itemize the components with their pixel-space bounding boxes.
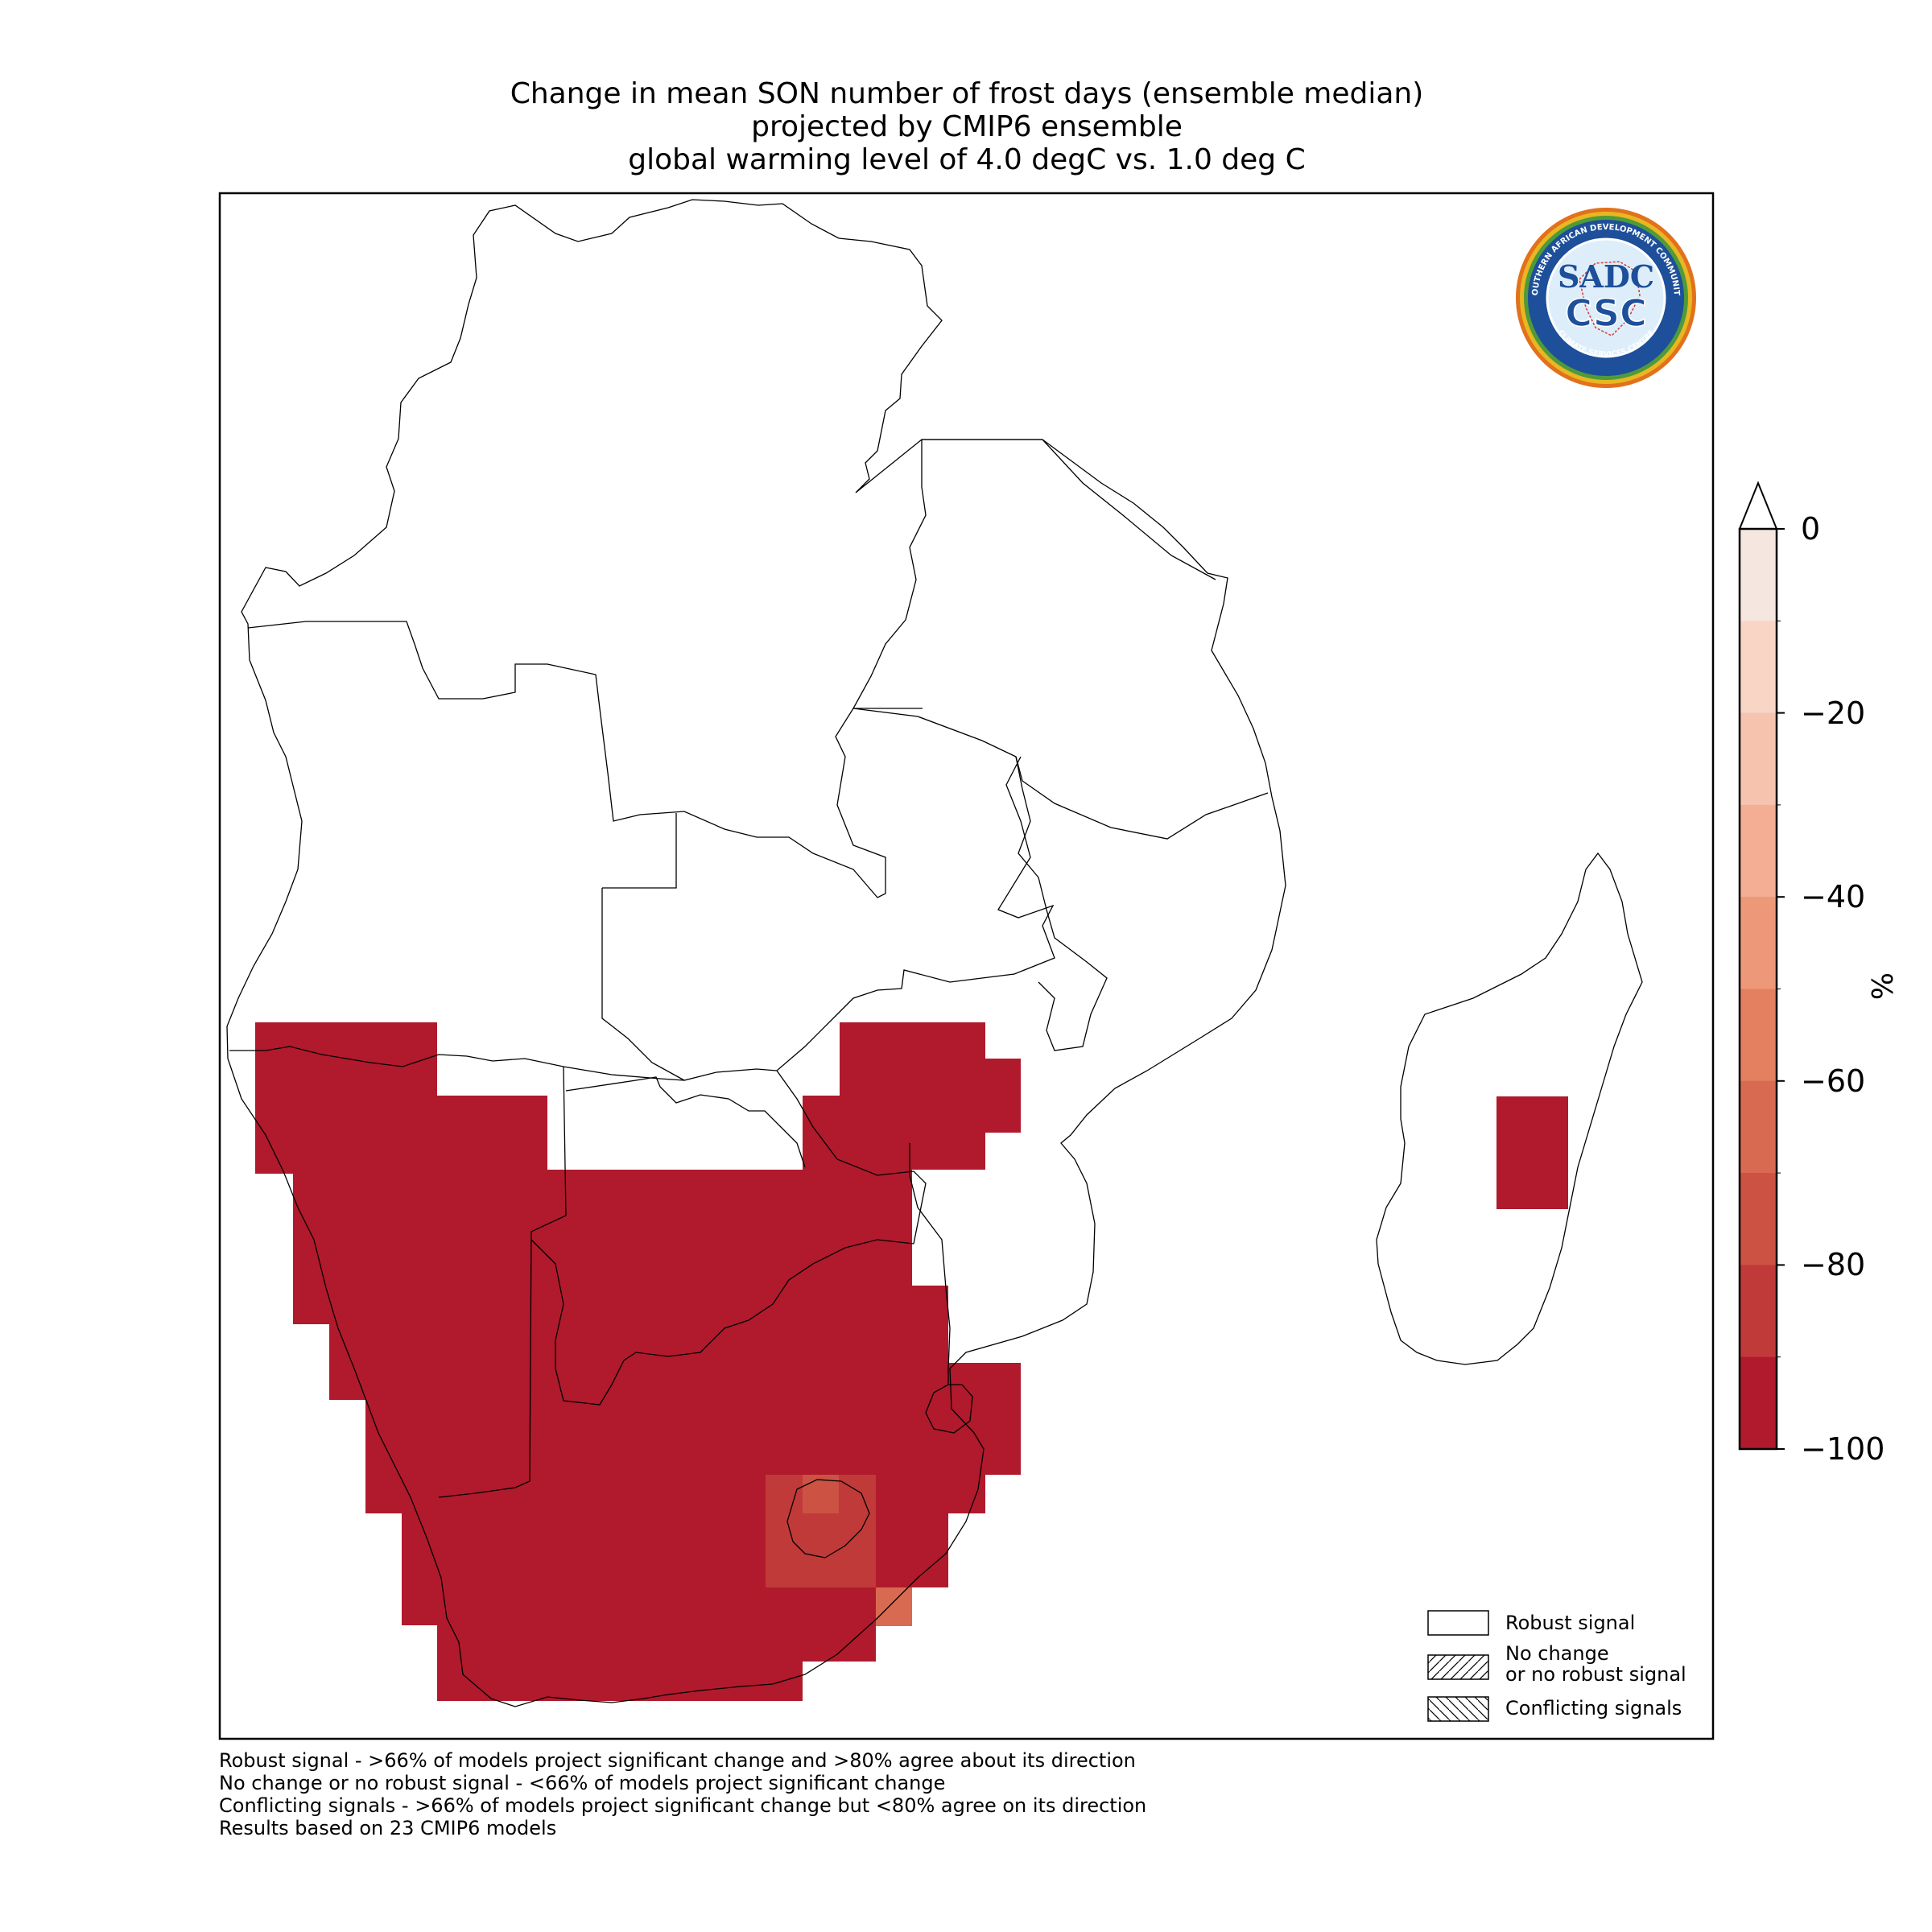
border-zambia-south <box>601 756 1055 1081</box>
colorbar-segments <box>1740 529 1777 1450</box>
colorbar-tick-label: −20 <box>1801 696 1866 731</box>
colorbar-segment <box>1740 989 1777 1082</box>
map-frame <box>218 192 1715 1740</box>
logo-main-text: CSC <box>1565 291 1647 335</box>
note-robust: Robust signal - >66% of models project s… <box>219 1749 1136 1772</box>
colorbar-segment <box>1740 621 1777 714</box>
colorbar-segment <box>1740 1080 1777 1174</box>
colorbar-segment <box>1740 804 1777 898</box>
legend-nochange-label-1: No change <box>1505 1642 1609 1665</box>
map-title: Change in mean SON number of frost days … <box>219 77 1715 176</box>
border-namibia-botswana <box>438 1066 567 1498</box>
colorbar-segment <box>1740 1356 1777 1450</box>
legend-robust-label: Robust signal <box>1505 1612 1636 1634</box>
note-conflicting: Conflicting signals - >66% of models pro… <box>219 1794 1147 1817</box>
border-lesotho <box>786 1479 870 1558</box>
legend-conflicting-box <box>1427 1696 1489 1722</box>
border-angola-namibia <box>229 1046 685 1081</box>
border-kenya-tanzania <box>922 439 1216 580</box>
colorbar-tick-label: 0 <box>1801 511 1821 547</box>
colorbar-segment <box>1740 897 1777 989</box>
border-zimbabwe <box>776 1070 927 1245</box>
legend-conflicting-label: Conflicting signals <box>1505 1697 1682 1719</box>
coastline-mainland <box>226 199 1286 1707</box>
border-drc-angola <box>247 621 923 898</box>
colorbar-tick-label: −100 <box>1801 1431 1885 1467</box>
border-malawi <box>1015 756 1108 1051</box>
border-mozambique-sa <box>945 1287 951 1385</box>
figure-notes: Robust signal - >66% of models project s… <box>219 1749 1146 1839</box>
madagascar-cells <box>1496 1096 1568 1209</box>
border-eswatini <box>925 1384 973 1434</box>
country-borders <box>226 199 1643 1707</box>
eastern-cape-cell <box>876 1587 912 1626</box>
title-line-1: Change in mean SON number of frost days … <box>510 77 1424 110</box>
colorbar-extend-arrow <box>1738 481 1778 530</box>
sadc-csc-logo: SOUTHERN AFRICAN DEVELOPMENT COMMUNITY C… <box>1515 207 1696 388</box>
border-mozambique-zimbabwe <box>909 1143 947 1289</box>
note-no-change: No change or no robust signal - <66% of … <box>219 1772 946 1794</box>
coast-madagascar <box>1376 852 1643 1365</box>
legend-robust-box <box>1427 1610 1489 1636</box>
colorbar-tick-marks <box>1777 528 1785 1450</box>
colorbar-tick-label: −40 <box>1801 879 1866 914</box>
colorbar-segment <box>1740 529 1777 621</box>
note-models: Results based on 23 CMIP6 models <box>219 1817 557 1839</box>
border-botswana-sa <box>530 1239 914 1406</box>
frost-change-cells <box>255 1022 1568 1701</box>
colorbar-unit-label: % <box>1864 972 1897 1001</box>
legend-nochange-label-2: or no robust signal <box>1505 1663 1686 1686</box>
border-tanzania <box>852 440 1269 840</box>
colorbar-tick-label: −60 <box>1801 1063 1866 1099</box>
colorbar-segment <box>1740 1173 1777 1265</box>
signal-legend <box>1427 1610 1489 1722</box>
colorbar-segment <box>1740 712 1777 806</box>
lesotho-cells-west <box>766 1513 840 1587</box>
border-botswana-north <box>565 1076 806 1168</box>
legend-nochange-box <box>1427 1654 1489 1680</box>
title-line-2: projected by CMIP6 ensemble <box>751 110 1183 143</box>
border-angola-zambia <box>602 813 677 889</box>
logo-monogram: SADC <box>1558 258 1654 295</box>
colorbar <box>1738 481 1785 1451</box>
lesotho-cells-north <box>803 1475 839 1513</box>
colorbar-tick-label: −80 <box>1801 1247 1866 1282</box>
title-line-3: global warming level of 4.0 degC vs. 1.0… <box>628 143 1306 176</box>
colorbar-segment <box>1740 1265 1777 1358</box>
